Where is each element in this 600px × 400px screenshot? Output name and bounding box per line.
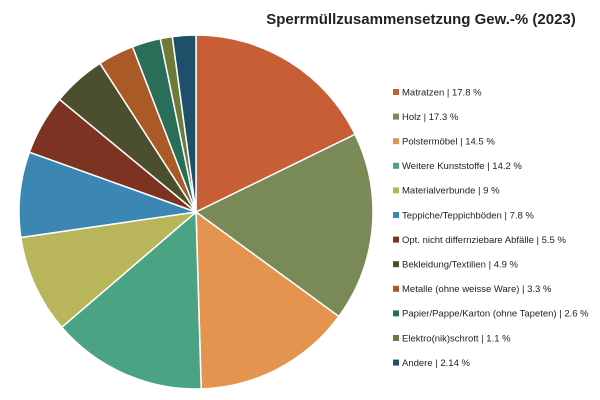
legend-label: Teppiche/Teppichböden | 7.8 % [402, 210, 534, 221]
legend-item: Metalle (ohne weisse Ware) | 3.3 % [393, 284, 552, 295]
legend-swatch [393, 261, 399, 268]
legend-item: Weitere Kunststoffe | 14.2 % [393, 161, 522, 172]
legend-label: Materialverbunde | 9 % [402, 186, 500, 197]
legend-label: Papier/Pappe/Karton (ohne Tapeten) | 2.6… [402, 309, 589, 320]
pie-slice-5 [19, 210, 199, 329]
legend-swatch [393, 113, 399, 120]
legend-label: Weitere Kunststoffe | 14.2 % [402, 161, 522, 172]
pie-slices [18, 34, 374, 390]
legend-swatch [393, 212, 399, 218]
legend-swatch [393, 162, 399, 169]
legend-item: Opt. nicht differnziebare Abfälle | 5.5 … [393, 235, 566, 246]
legend-label: Elektro(nik)schrott | 1.1 % [402, 333, 511, 344]
pie-slice-1 [195, 34, 357, 214]
legend-swatch [393, 285, 399, 292]
legend-item: Matratzen | 17.8 % [393, 87, 482, 98]
legend-item: Polstermöbel | 14.5 % [393, 137, 495, 148]
pie-slice-3 [195, 210, 340, 390]
legend-label: Holz | 17.3 % [402, 112, 459, 123]
legend: Matratzen | 17.8 % Holz | 17.3 % Polstermö… [393, 87, 589, 369]
legend-swatch [393, 187, 399, 194]
legend-swatch [393, 335, 399, 341]
legend-label: Metalle (ohne weisse Ware) | 3.3 % [402, 284, 552, 295]
legend-item: Bekleidung/Textilien | 4.9 % [393, 260, 519, 271]
legend-swatch [393, 236, 399, 243]
legend-swatch [393, 310, 399, 317]
legend-item: Holz | 17.3 % [393, 112, 459, 123]
legend-label: Matratzen | 17.8 % [402, 87, 482, 98]
legend-label: Polstermöbel | 14.5 % [402, 137, 495, 148]
legend-swatch [393, 138, 399, 145]
legend-label: Bekleidung/Textilien | 4.9 % [402, 260, 519, 271]
legend-label: Opt. nicht differnziebare Abfälle | 5.5 … [402, 235, 566, 246]
pie-slice-2 [194, 133, 374, 318]
legend-item: Elektro(nik)schrott | 1.1 % [393, 333, 511, 344]
legend-item: Papier/Pappe/Karton (ohne Tapeten) | 2.6… [393, 309, 589, 320]
chart-title: Sperrmüllzusammensetzung Gew.-% (2023) [266, 11, 576, 28]
pie-slice-4 [60, 210, 202, 390]
legend-swatch [393, 89, 399, 95]
legend-label: Andere | 2.14 % [402, 358, 471, 369]
legend-item: Teppiche/Teppichböden | 7.8 % [393, 210, 534, 221]
legend-item: Materialverbunde | 9 % [393, 186, 500, 197]
legend-item: Andere | 2.14 % [393, 358, 471, 369]
legend-swatch [393, 359, 399, 366]
pie-slice-12 [171, 34, 197, 213]
